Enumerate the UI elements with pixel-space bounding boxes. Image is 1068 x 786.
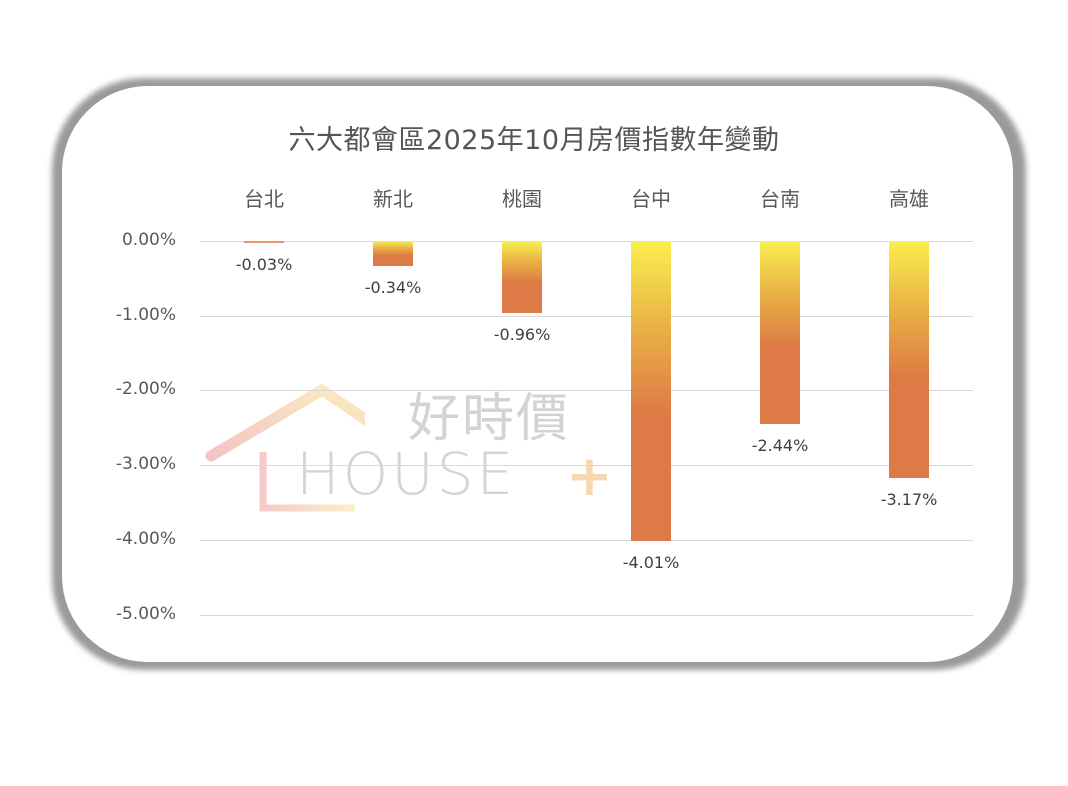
- gridline-3: [200, 465, 973, 466]
- category-label-taichung: 台中: [631, 187, 671, 211]
- gridline-0: [200, 241, 973, 242]
- bar: [631, 241, 671, 541]
- gridline-4: [200, 540, 973, 541]
- bar: [502, 241, 542, 313]
- y-tick-label: -1.00%: [115, 305, 176, 325]
- data-label: -2.44%: [751, 435, 809, 455]
- watermark-chinese: 好時價: [408, 389, 571, 449]
- chart-card: [62, 86, 1013, 662]
- category-label-tainan: 台南: [760, 187, 800, 211]
- chart-title: 六大都會區2025年10月房價指數年變動: [288, 125, 780, 156]
- gridline-2: [200, 390, 973, 391]
- category-label-taipei: 台北: [244, 187, 284, 211]
- y-tick-label: -5.00%: [115, 604, 176, 624]
- data-label: -0.34%: [364, 278, 422, 298]
- bar: [760, 241, 800, 424]
- y-tick-label: -3.00%: [115, 454, 176, 474]
- category-label-taoyuan: 桃園: [502, 187, 542, 211]
- watermark-english: HOUSE: [296, 440, 517, 508]
- category-label-new-taipei: 新北: [373, 187, 413, 211]
- data-label: -3.17%: [880, 490, 938, 510]
- data-label: -4.01%: [622, 552, 680, 572]
- data-label: -0.96%: [493, 324, 551, 344]
- watermark-plus: +: [566, 444, 613, 509]
- y-tick-label: -2.00%: [115, 379, 176, 399]
- y-tick-label: -4.00%: [115, 529, 176, 549]
- data-label: -0.03%: [235, 255, 293, 275]
- category-label-kaohsiung: 高雄: [889, 187, 929, 211]
- bar: [889, 241, 929, 479]
- bar: [244, 241, 284, 244]
- bar: [373, 241, 413, 267]
- y-tick-label: 0.00%: [121, 230, 176, 250]
- gridline-1: [200, 316, 973, 317]
- gridline-5: [200, 615, 973, 616]
